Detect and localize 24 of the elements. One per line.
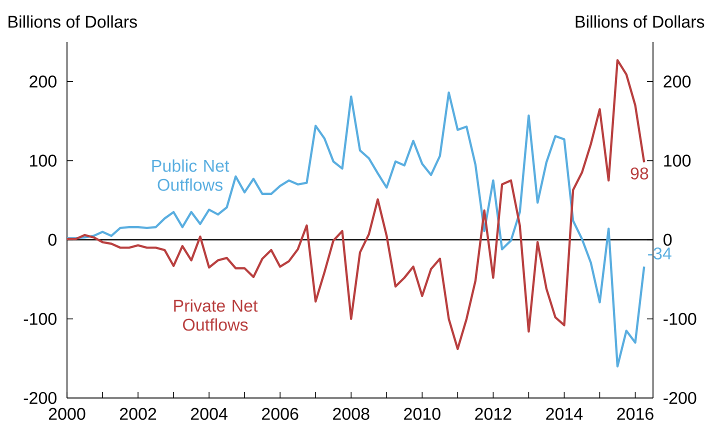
y2-tick-label: 100 bbox=[664, 154, 691, 167]
x-tick-label: 2000 bbox=[48, 408, 86, 420]
x-tick-label: 2012 bbox=[475, 408, 512, 420]
x-tick-label: 2002 bbox=[120, 408, 156, 420]
y-tick-label: -100 bbox=[24, 312, 56, 325]
x-tick-label: 2004 bbox=[191, 408, 228, 420]
y-tick-label: -200 bbox=[24, 392, 56, 404]
x-tick-label: 2016 bbox=[617, 408, 654, 420]
y-tick-label: 200 bbox=[30, 76, 56, 88]
series-label: Private Net Outflows bbox=[174, 299, 258, 331]
x-tick-label: 2006 bbox=[262, 408, 298, 420]
y2-tick-label: 200 bbox=[664, 76, 691, 88]
x-tick-label: 2014 bbox=[546, 408, 583, 420]
y2-tick-label: -100 bbox=[664, 312, 696, 325]
x-tick-label: 2008 bbox=[333, 408, 370, 420]
y-tick-label: 0 bbox=[48, 234, 56, 246]
series-label: Public Net Outflows bbox=[152, 159, 230, 191]
y2-tick-label: 0 bbox=[664, 234, 672, 246]
y-tick-label: 100 bbox=[30, 154, 56, 167]
y2-tick-label: -200 bbox=[664, 392, 696, 404]
y2-axis-title: Billions of Dollars bbox=[576, 15, 704, 28]
y-axis-title: Billions of Dollars bbox=[8, 15, 137, 28]
data-label: 98 bbox=[630, 167, 648, 180]
x-tick-label: 2010 bbox=[404, 408, 440, 420]
